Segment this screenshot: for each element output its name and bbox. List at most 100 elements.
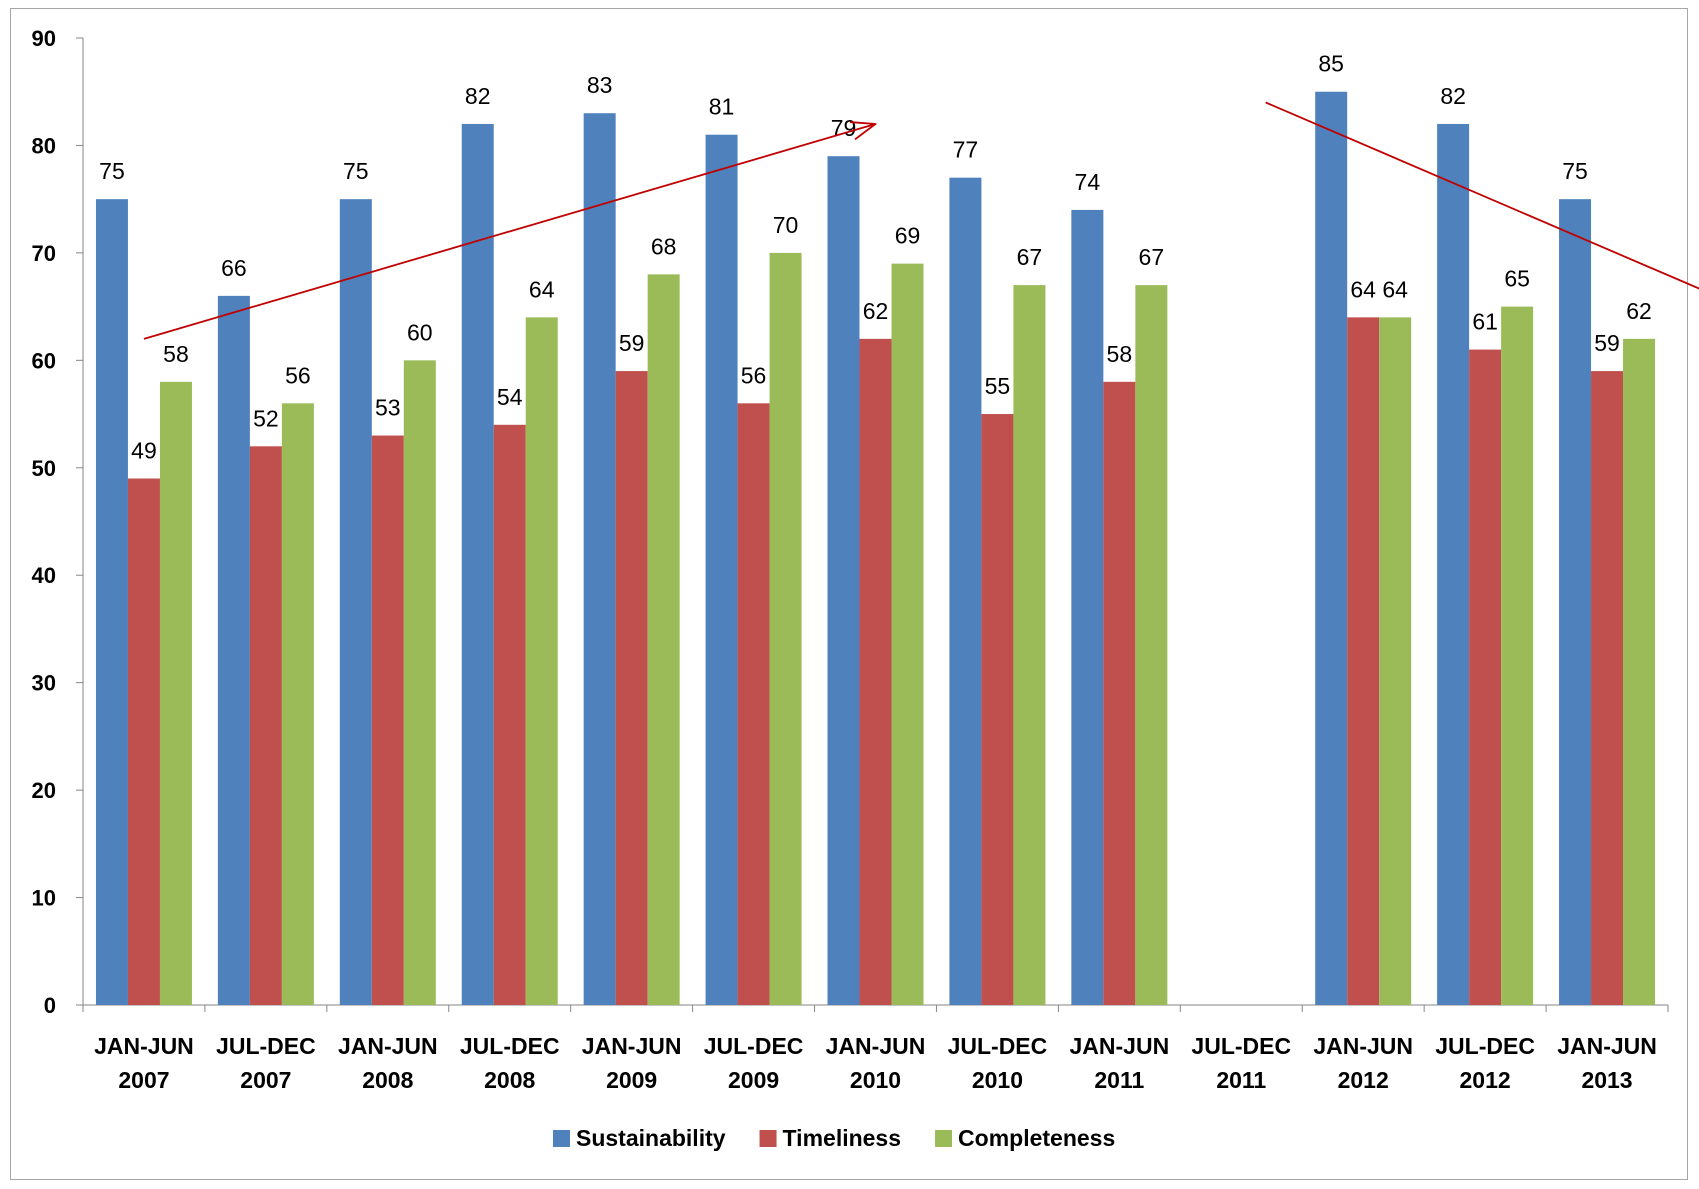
data-label: 59	[1594, 330, 1620, 356]
legend-label: Sustainability	[576, 1125, 726, 1151]
x-tick-label: JUL-DEC	[216, 1033, 316, 1059]
x-tick-label: JAN-JUN	[94, 1033, 194, 1059]
y-tick-label: 40	[32, 563, 56, 588]
x-tick-label: JAN-JUN	[1070, 1033, 1170, 1059]
data-label: 67	[1017, 244, 1043, 270]
x-tick-label: 2013	[1581, 1067, 1632, 1093]
bar-timeliness	[737, 403, 770, 1005]
x-tick-label: 2012	[1338, 1067, 1389, 1093]
y-tick-label: 70	[32, 241, 56, 266]
bar-sustainability	[339, 199, 372, 1005]
legend: Sustainability Timeliness Completeness	[553, 1125, 1115, 1151]
legend-label: Completeness	[958, 1125, 1115, 1151]
x-tick-label: JUL-DEC	[1191, 1033, 1291, 1059]
y-axis: 0 10 20 30 40 50 60 70 80 90	[32, 26, 84, 1018]
data-label: 75	[1562, 158, 1588, 184]
data-label: 62	[1626, 298, 1652, 324]
y-tick-label: 50	[32, 456, 56, 481]
x-axis: JAN-JUN 2007 JUL-DEC 2007 JAN-JUN 2008 JUL-DEC…	[82, 1004, 1669, 1093]
bar-sustainability	[461, 123, 494, 1005]
x-tick-label: 2011	[1094, 1067, 1144, 1093]
data-label: 83	[587, 72, 613, 98]
bar-timeliness	[859, 338, 892, 1005]
x-tick-label: 2008	[484, 1067, 535, 1093]
data-label: 62	[863, 298, 889, 324]
x-tick-label: 2012	[1460, 1067, 1511, 1093]
data-label: 77	[953, 137, 979, 163]
bar-timeliness	[981, 414, 1014, 1005]
data-label: 56	[285, 362, 311, 388]
bar-completeness	[281, 403, 314, 1005]
x-tick-label: JUL-DEC	[948, 1033, 1048, 1059]
bar-timeliness	[1591, 371, 1624, 1006]
bar-completeness	[1013, 285, 1046, 1006]
bar-completeness	[1501, 306, 1534, 1006]
y-tick-label: 10	[32, 886, 56, 911]
data-label: 52	[253, 405, 279, 431]
data-label: 54	[497, 384, 523, 410]
bar-completeness	[1623, 338, 1656, 1005]
data-labels: 75 66 75 82 83 81 79 77 74 85 82 75 49 52 53 54 59 56 62 55…	[99, 51, 1652, 464]
legend-swatch-completeness	[935, 1130, 953, 1147]
bar-sustainability	[827, 156, 860, 1005]
x-tick-label: 2007	[240, 1067, 291, 1093]
bar-timeliness	[249, 446, 282, 1005]
y-tick-label: 30	[32, 671, 56, 696]
x-tick-label: 2008	[362, 1067, 413, 1093]
bar-sustainability	[1437, 123, 1470, 1005]
x-tick-label: JUL-DEC	[460, 1033, 560, 1059]
x-tick-label: JAN-JUN	[1313, 1033, 1413, 1059]
x-tick-label: JUL-DEC	[704, 1033, 804, 1059]
y-tick-label: 0	[44, 993, 56, 1018]
data-label: 85	[1318, 51, 1344, 77]
bar-sustainability	[1071, 209, 1104, 1005]
data-label: 74	[1075, 169, 1101, 195]
bar-completeness	[525, 317, 558, 1005]
y-tick-label: 80	[32, 133, 56, 158]
bar-completeness	[1379, 317, 1412, 1005]
data-label: 82	[465, 83, 491, 109]
bar-timeliness	[1103, 381, 1136, 1005]
legend-swatch-sustainability	[553, 1130, 570, 1147]
bar-sustainability	[583, 113, 616, 1005]
x-tick-label: JAN-JUN	[338, 1033, 438, 1059]
bar-completeness	[891, 263, 924, 1006]
x-tick-label: JAN-JUN	[826, 1033, 926, 1059]
data-label: 58	[1107, 341, 1133, 367]
y-tick-label: 20	[32, 778, 56, 803]
x-tick-label: 2009	[606, 1067, 657, 1093]
bars	[95, 91, 1656, 1006]
data-label: 60	[407, 319, 433, 345]
bar-completeness	[159, 381, 192, 1005]
x-tick-label: JUL-DEC	[1435, 1033, 1535, 1059]
data-label: 59	[619, 330, 645, 356]
data-label: 68	[651, 233, 677, 259]
data-label: 70	[773, 212, 799, 238]
bar-timeliness	[1469, 349, 1502, 1006]
data-label: 67	[1139, 244, 1165, 270]
x-tick-label: JAN-JUN	[582, 1033, 682, 1059]
bar-sustainability	[1559, 199, 1592, 1005]
bar-sustainability	[95, 199, 128, 1005]
data-label: 56	[741, 362, 767, 388]
data-label: 64	[1350, 276, 1376, 302]
x-tick-label: 2010	[972, 1067, 1023, 1093]
trend-arrow-down	[1265, 101, 1699, 290]
bar-timeliness	[371, 435, 404, 1005]
bar-timeliness	[1347, 317, 1380, 1005]
data-label: 69	[895, 223, 921, 249]
bar-sustainability	[217, 295, 250, 1005]
data-label: 65	[1504, 266, 1530, 292]
data-label: 81	[709, 94, 735, 120]
trend-arrows	[143, 101, 1699, 340]
data-label: 49	[131, 438, 157, 464]
bar-sustainability	[1315, 91, 1348, 1005]
y-tick-label: 90	[32, 26, 56, 51]
legend-label: Timeliness	[783, 1125, 901, 1151]
x-tick-label: 2009	[728, 1067, 779, 1093]
x-tick-label: 2010	[850, 1067, 901, 1093]
data-label: 75	[99, 158, 125, 184]
data-label: 75	[343, 158, 369, 184]
data-label: 66	[221, 255, 247, 281]
